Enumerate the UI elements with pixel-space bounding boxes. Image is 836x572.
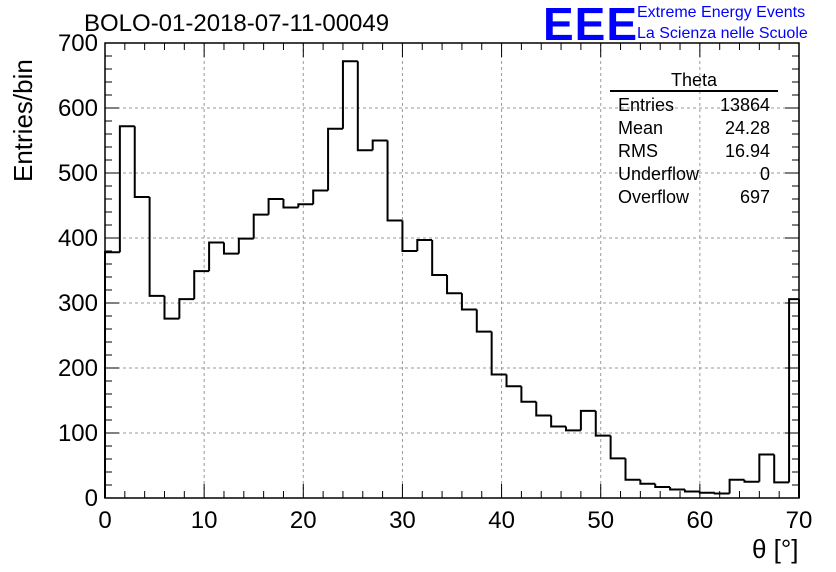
histogram-bin — [669, 486, 685, 491]
y-tick-label: 400 — [58, 225, 98, 252]
y-tick-label: 500 — [58, 160, 98, 187]
histogram-bin — [520, 386, 537, 403]
y-tick-label: 600 — [58, 95, 98, 122]
histogram-bin — [163, 295, 180, 320]
histogram-bin — [743, 479, 760, 483]
stats-row-rms: RMS 16.94 — [610, 140, 778, 163]
stats-label: Underflow — [618, 164, 700, 184]
histogram-bin — [594, 410, 611, 437]
stats-title: Theta — [670, 70, 718, 90]
histogram-bin — [252, 213, 269, 239]
histogram-bin — [104, 251, 120, 498]
stats-value: 16.94 — [724, 141, 770, 161]
histogram-bin — [267, 198, 284, 215]
histogram-bin — [386, 140, 403, 222]
histogram-bin — [758, 453, 775, 482]
plot-frame — [104, 42, 800, 499]
stats-label: Entries — [618, 95, 675, 115]
histogram-bin — [490, 331, 507, 376]
x-tick-label: 60 — [687, 507, 714, 534]
y-tick-label: 200 — [58, 355, 98, 382]
histogram-bin — [654, 483, 671, 488]
histogram-bin — [475, 309, 492, 333]
stats-box: Theta Entries 13864 Mean 24.28 RMS 16.94… — [610, 70, 778, 209]
histogram-bin — [416, 238, 433, 251]
histogram-bin — [118, 125, 135, 253]
stats-value: 24.28 — [724, 118, 770, 138]
logo-line1: Extreme Energy Events — [637, 4, 806, 21]
histogram-bin — [698, 491, 715, 494]
histogram-bin — [178, 298, 195, 319]
histogram-bin — [460, 293, 477, 311]
histogram-bin — [208, 241, 224, 272]
histogram-bin — [550, 415, 567, 428]
stats-divider — [610, 90, 778, 92]
stats-value: 0 — [759, 164, 770, 184]
x-axis-label: θ [°] — [752, 534, 799, 564]
stats-row-overflow: Overflow 697 — [610, 186, 778, 209]
stats-row-underflow: Underflow 0 — [610, 163, 778, 186]
histogram-bin — [505, 374, 522, 388]
x-tick-label: 20 — [290, 507, 317, 534]
histogram-bin — [148, 197, 165, 297]
histogram-bin — [609, 435, 626, 460]
stats-label: Overflow — [618, 187, 690, 207]
x-tick-label: 30 — [389, 507, 416, 534]
y-axis-label: Entries/bin — [8, 59, 38, 182]
y-tick-label: 700 — [58, 30, 98, 57]
histogram-bin — [327, 127, 343, 191]
x-tick-label: 70 — [786, 507, 813, 534]
x-tick-label: 50 — [587, 507, 614, 534]
x-tick-label: 0 — [98, 507, 111, 534]
stats-row-mean: Mean 24.28 — [610, 117, 778, 140]
x-tick-label: 10 — [191, 507, 218, 534]
histogram-bin — [341, 60, 358, 129]
histogram-bin — [565, 426, 581, 432]
stats-value: 13864 — [719, 95, 770, 115]
histogram-bin — [788, 298, 799, 483]
histogram-bin — [773, 454, 790, 484]
histogram-bin — [133, 126, 150, 199]
y-tick-label: 300 — [58, 290, 98, 317]
histogram-bin — [297, 203, 314, 208]
stats-value: 697 — [739, 187, 770, 207]
x-tick-label: 40 — [488, 507, 515, 534]
histogram-bin — [579, 409, 596, 431]
logo-line2: La Scienza nelle Scuole — [637, 25, 808, 42]
histogram-bin — [356, 61, 373, 152]
histogram-bin — [535, 401, 552, 417]
chart-title: BOLO-01-2018-07-11-00049 — [84, 10, 390, 37]
stats-row-entries: Entries 13864 — [610, 94, 778, 117]
histogram-bin — [371, 139, 388, 151]
eee-logo: EEE — [543, 0, 639, 50]
histogram-bin — [282, 199, 299, 209]
histogram-bin — [446, 275, 462, 295]
histogram-bin — [222, 242, 239, 255]
histogram-bin — [683, 489, 700, 493]
stats-label: RMS — [618, 141, 658, 161]
histogram-bin — [401, 220, 418, 252]
histogram-bin — [728, 478, 745, 494]
histogram-bin — [193, 270, 210, 300]
histogram-bin — [431, 239, 448, 277]
histogram-bin — [624, 458, 641, 481]
histogram-bin — [237, 237, 254, 254]
histogram-bin — [312, 189, 329, 205]
histogram-bin — [639, 479, 656, 485]
histogram-bin — [713, 492, 730, 495]
y-tick-label: 0 — [85, 485, 98, 512]
stats-label: Mean — [618, 118, 664, 138]
y-tick-label: 100 — [58, 420, 98, 447]
